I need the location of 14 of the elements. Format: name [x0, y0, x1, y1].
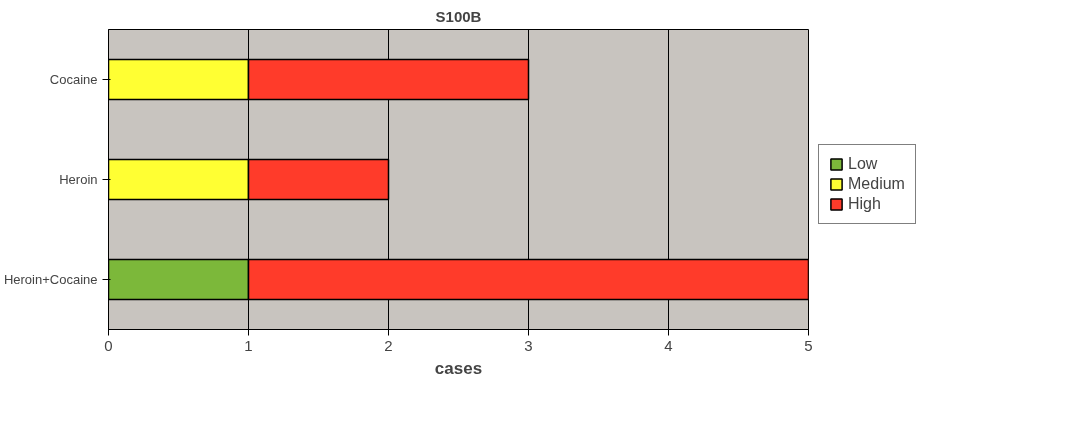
- x-tick-label: 3: [524, 336, 533, 354]
- x-axis-title: cases: [434, 358, 483, 378]
- chart-title: S100B: [435, 7, 482, 25]
- x-tick-label: 1: [244, 336, 253, 354]
- y-tick-label: Cocaine: [49, 72, 98, 87]
- legend-label: Low: [848, 155, 878, 173]
- x-tick-label: 2: [384, 336, 393, 354]
- legend-label: High: [848, 195, 881, 213]
- x-tick-label: 4: [664, 336, 673, 354]
- y-tick-label: Heroin+Cocaine: [3, 272, 98, 287]
- x-tick-label: 5: [804, 336, 813, 354]
- legend-label: Medium: [848, 175, 905, 193]
- x-tick-label: 0: [104, 336, 113, 354]
- y-tick-label: Heroin: [59, 172, 98, 187]
